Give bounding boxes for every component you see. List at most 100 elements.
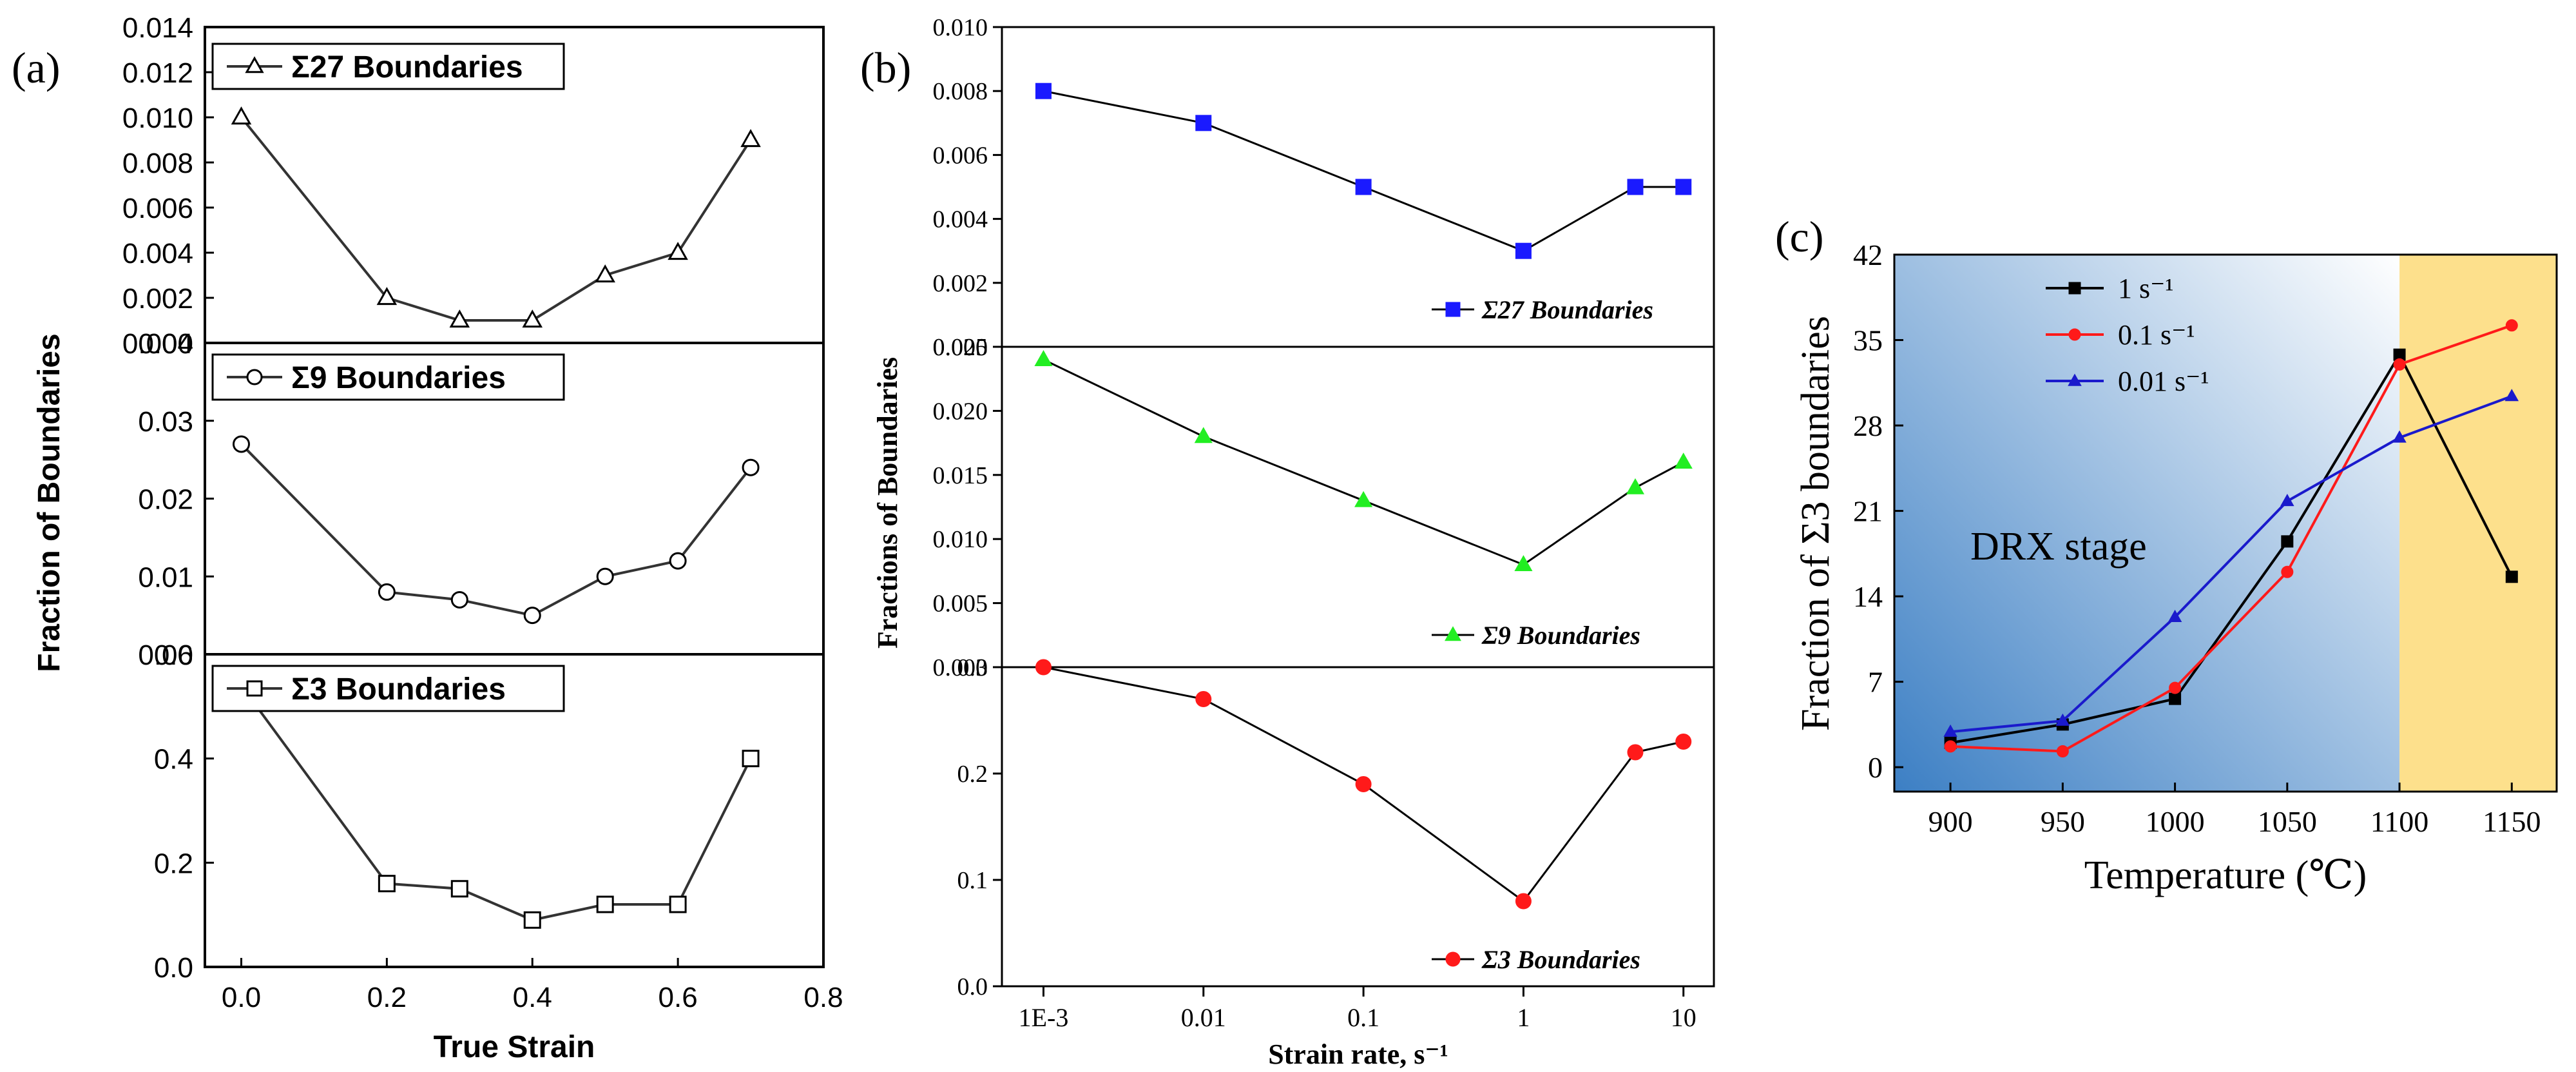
legend-marker [1445, 951, 1461, 967]
data-point [1354, 491, 1373, 507]
panel-label-a: (a) [12, 43, 60, 92]
y-tick-label: 0 [1868, 751, 1883, 784]
panel-label-c: (c) [1775, 212, 1823, 261]
y-tick-label: 0.006 [122, 193, 193, 224]
x-tick-label: 900 [1928, 805, 1973, 838]
series-line [1950, 395, 2512, 734]
legend-label: Σ9 Boundaries [291, 361, 506, 395]
legend-label: Σ27 Boundaries [291, 50, 523, 84]
series-line [1950, 324, 2512, 753]
data-point [378, 875, 396, 893]
data-point [1627, 179, 1644, 195]
data-point [1514, 555, 1533, 572]
data-point [2504, 389, 2519, 402]
panel-label-b: (b) [860, 43, 911, 92]
high-temp-background [2399, 255, 2557, 792]
y-tick-label: 28 [1853, 409, 1883, 442]
y-tick-label: 0.000 [933, 654, 988, 681]
data-point [669, 552, 687, 570]
data-point [1195, 691, 1212, 707]
legend-marker [246, 369, 263, 385]
x-axis-label: True Strain [434, 1030, 595, 1064]
legend-marker [2068, 282, 2081, 295]
y-tick-label: 0.02 [138, 484, 193, 516]
data-point [1944, 740, 1957, 753]
y-axis-label: Fraction of Σ3 boundaries [1794, 316, 1838, 731]
legend-label: 0.01 s⁻¹ [2118, 365, 2209, 397]
data-point [2055, 713, 2070, 726]
x-axis-label: Strain rate, s⁻¹ [1268, 1038, 1448, 1070]
data-point [668, 242, 688, 260]
data-point [2505, 319, 2518, 332]
data-point [1035, 83, 1052, 99]
x-tick-label: 0.1 [1347, 1003, 1379, 1032]
y-tick-label: 0.002 [122, 283, 193, 315]
y-tick-label: 0.002 [933, 270, 988, 297]
drx-background [1894, 255, 2400, 792]
data-point [1674, 453, 1693, 469]
y-tick-label: 0.3 [957, 654, 988, 681]
y-tick-label: 0.4 [154, 744, 193, 775]
data-point [596, 567, 614, 585]
legend-marker [1445, 626, 1461, 641]
y-tick-label: 0.2 [957, 761, 988, 788]
data-point [742, 458, 760, 476]
y-tick-label: 0.008 [122, 148, 193, 179]
y-tick-label: 0.004 [933, 206, 988, 233]
legend-marker [245, 56, 264, 73]
data-point [1194, 427, 1213, 443]
plot-frame-c [1893, 253, 2558, 793]
y-tick-label: 0.006 [933, 142, 988, 169]
y-tick-label: 0.04 [138, 328, 193, 360]
series-line [1043, 358, 1684, 566]
data-point [595, 264, 615, 283]
data-point [2281, 535, 2294, 548]
y-tick-label: 0.025 [933, 334, 988, 361]
x-tick-label: 950 [2041, 805, 2085, 838]
drx-stage-annotation: DRX stage [1970, 525, 2147, 569]
y-tick-label: 0.0 [154, 952, 193, 984]
data-point [232, 435, 250, 453]
data-point [1355, 776, 1372, 792]
y-tick-label: 0.1 [957, 867, 988, 894]
data-point [522, 309, 543, 328]
legend-label: 1 s⁻¹ [2118, 273, 2174, 304]
series-line [240, 116, 752, 322]
data-point [378, 583, 396, 601]
y-tick-label: 0.005 [933, 590, 988, 618]
series-line [240, 685, 752, 922]
y-tick-label: 21 [1853, 495, 1883, 528]
x-tick-label: 0.8 [803, 982, 843, 1013]
y-tick-label: 0.020 [933, 398, 988, 425]
data-point [1627, 744, 1644, 761]
y-tick-label: 0.004 [122, 238, 193, 269]
data-point [2393, 358, 2406, 371]
legend-marker [2068, 328, 2081, 341]
plot-frame-b [1001, 26, 1715, 988]
x-tick-label: 0.2 [367, 982, 407, 1013]
data-point [742, 750, 760, 768]
y-tick-label: 14 [1853, 580, 1883, 613]
data-point [2505, 570, 2518, 583]
data-point [449, 309, 470, 328]
data-point [523, 607, 541, 625]
y-tick-label: 0.0 [957, 973, 988, 1000]
data-point [1943, 724, 1957, 737]
x-tick-label: 1 [1517, 1003, 1530, 1032]
y-tick-label: 0.010 [933, 14, 988, 41]
x-tick-label: 1150 [2483, 805, 2541, 838]
data-point [231, 106, 252, 125]
x-tick-label: 0.6 [658, 982, 698, 1013]
plot-frame-a [204, 26, 825, 968]
data-point [1675, 179, 1692, 195]
legend-label: Σ3 Boundaries [1481, 945, 1640, 974]
y-tick-label: 0.000 [122, 328, 193, 360]
y-tick-label: 7 [1868, 666, 1883, 699]
data-point [2056, 745, 2069, 758]
y-tick-label: 42 [1853, 239, 1883, 271]
y-tick-label: 0.010 [122, 102, 193, 134]
y-tick-label: 0.000 [933, 334, 988, 361]
y-tick-label: 0.015 [933, 462, 988, 489]
legend-label: 0.1 s⁻¹ [2118, 319, 2195, 351]
series-line [240, 443, 752, 617]
